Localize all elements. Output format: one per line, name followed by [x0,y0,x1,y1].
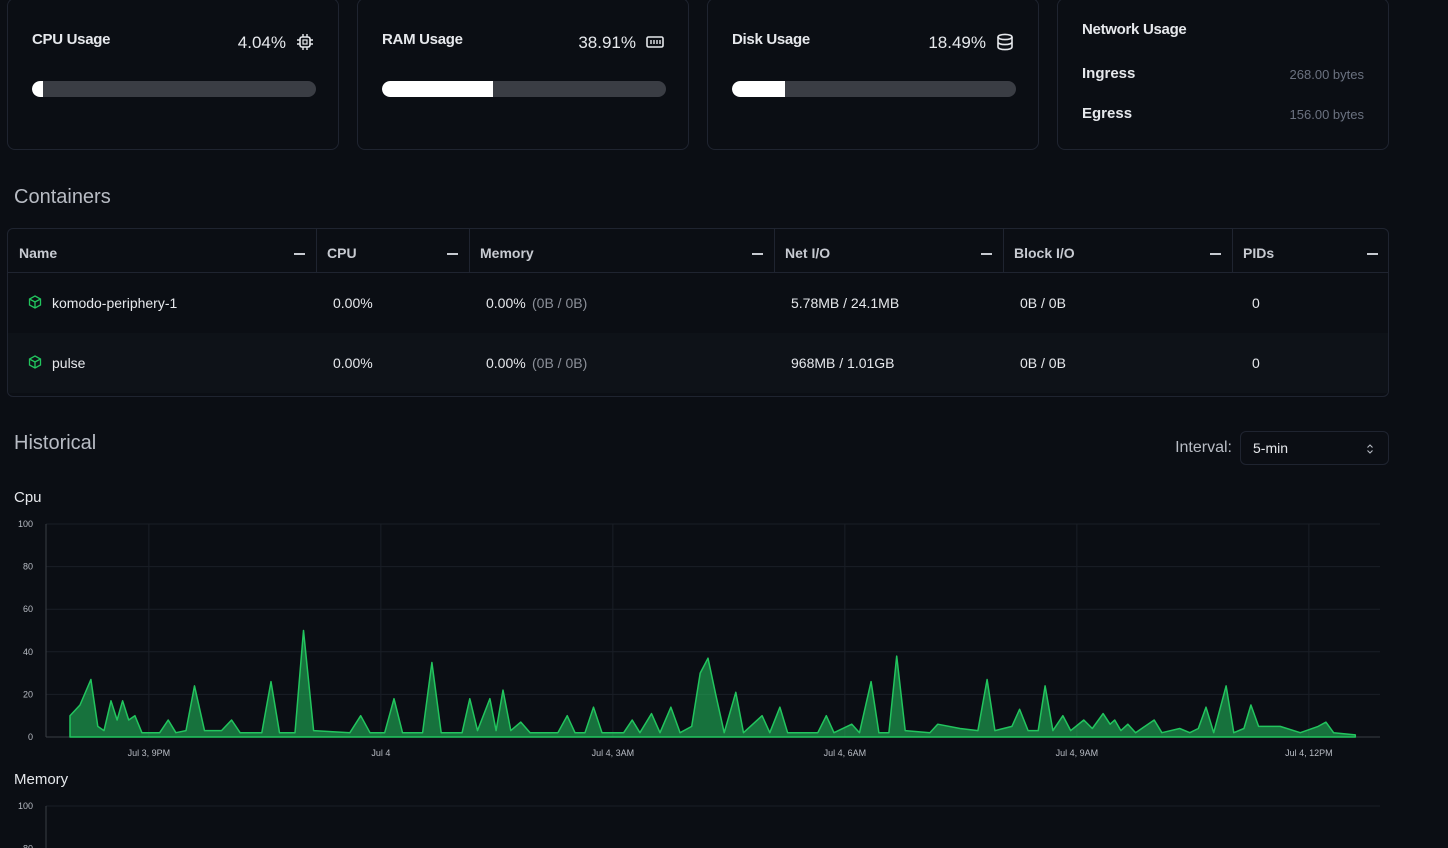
interval-label: Interval: [1175,439,1232,456]
y-tick-label: 80 [23,562,33,572]
stat-title: Disk Usage [732,31,810,48]
container-name: komodo-periphery-1 [52,295,178,311]
network-value: 156.00 bytes [1289,107,1364,122]
column-menu[interactable] [294,253,305,255]
container-icon [28,295,42,314]
chart-title: Memory [14,771,69,788]
y-tick-label: 100 [18,801,33,811]
column-header[interactable]: Memory [480,245,534,261]
progress-fill [32,81,44,97]
network-label: Egress [1082,105,1133,122]
column-divider [1003,229,1004,272]
section-title: Historical [14,432,97,454]
x-tick-label: Jul 4 [371,748,390,758]
containers-table: Name CPU Memory Net I/O Block I/O PIDs komodo-… [7,228,1389,397]
memory-cell: 0.00% [486,295,526,311]
stat-icon [996,33,1014,56]
stat-value: 4.04% [237,33,286,52]
y-tick-label: 40 [23,647,33,657]
column-divider [774,229,775,272]
container-icon [28,355,42,374]
column-header[interactable]: Block I/O [1014,245,1075,261]
x-tick-label: Jul 4, 12PM [1285,748,1333,758]
stat-card: Disk Usage 18.49% [707,0,1039,150]
x-tick-label: Jul 4, 3AM [592,748,635,758]
interval-select[interactable]: 5-min [1240,431,1389,465]
table-row[interactable]: pulse 0.00% 0.00% (0B / 0B) 968MB / 1.01GB 0B… [8,333,1388,393]
progress-fill [732,81,785,97]
y-tick-label: 0 [28,732,33,742]
column-menu[interactable] [1367,253,1378,255]
network-label: Ingress [1082,65,1136,82]
column-divider [1232,229,1233,272]
y-tick-label: 100 [18,519,33,529]
progress-track [732,81,1016,97]
column-header[interactable]: PIDs [1243,245,1275,261]
cpu-area [69,629,1357,738]
table-row[interactable]: komodo-periphery-1 0.00% 0.00% (0B / 0B) 5.7… [8,273,1388,333]
block-io-cell: 0B / 0B [1020,355,1066,371]
stat-card: CPU Usage 4.04% [7,0,339,150]
block-io-cell: 0B / 0B [1020,295,1066,311]
memory-detail: (0B / 0B) [532,355,588,371]
container-name: pulse [52,355,86,371]
chevron [1366,442,1374,460]
x-tick-label: Jul 3, 9PM [128,748,171,758]
column-menu[interactable] [981,253,992,255]
stat-value: 18.49% [928,33,986,52]
pids-cell: 0 [1252,355,1260,371]
cpu-cell: 0.00% [333,355,373,371]
column-divider [469,229,470,272]
stat-title: RAM Usage [382,31,463,48]
y-tick-label: 80 [23,844,33,848]
cpu-cell: 0.00% [333,295,373,311]
progress-track [382,81,666,97]
memory-cell: 0.00% [486,355,526,371]
column-menu[interactable] [1210,253,1221,255]
x-tick-label: Jul 4, 9AM [1056,748,1099,758]
stat-title: CPU Usage [32,31,111,48]
network-value: 268.00 bytes [1289,67,1364,82]
stat-value: 38.91% [578,33,636,52]
chart-title: Cpu [14,489,42,506]
progress-fill [382,81,493,97]
column-header[interactable]: CPU [327,245,357,261]
interval-value: 5-min [1253,440,1289,456]
stat-icon [296,33,314,56]
x-tick-label: Jul 4, 6AM [824,748,867,758]
column-menu[interactable] [447,253,458,255]
network-card: Network Usage Ingress 268.00 bytes Egress 15… [1057,0,1389,150]
y-tick-label: 60 [23,604,33,614]
column-divider [316,229,317,272]
pids-cell: 0 [1252,295,1260,311]
y-tick-label: 20 [23,689,33,699]
column-header[interactable]: Name [19,245,58,261]
net-io-cell: 968MB / 1.01GB [791,355,895,371]
network-title: Network Usage [1082,21,1187,38]
progress-track [32,81,316,97]
net-io-cell: 5.78MB / 24.1MB [791,295,900,311]
stat-icon [646,33,664,56]
section-title: Containers [14,186,111,208]
column-menu[interactable] [752,253,763,255]
header-divider [8,272,1388,273]
stat-card: RAM Usage 38.91% [357,0,689,150]
memory-detail: (0B / 0B) [532,295,588,311]
column-header[interactable]: Net I/O [785,245,831,261]
